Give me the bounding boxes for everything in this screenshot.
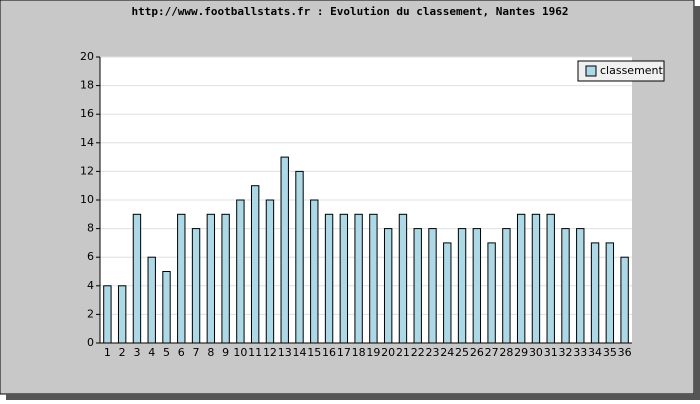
- bar: [487, 242, 496, 344]
- x-tick-label: 18: [352, 346, 366, 359]
- bar: [369, 213, 378, 344]
- bar: [516, 213, 526, 344]
- x-tick-label: 4: [148, 346, 155, 359]
- bar: [502, 228, 511, 344]
- x-tick-label: 22: [411, 346, 425, 359]
- y-tick-label: 16: [80, 107, 94, 120]
- x-tick-label: 28: [499, 346, 513, 359]
- bar: [324, 213, 334, 344]
- bar: [265, 199, 275, 344]
- x-tick-label: 21: [396, 346, 410, 359]
- legend-box: [577, 60, 665, 82]
- x-tick-label: 36: [618, 346, 632, 359]
- y-tick-label: 2: [87, 307, 94, 320]
- y-tick-label: 0: [87, 336, 94, 349]
- x-tick-label: 32: [559, 346, 573, 359]
- bar: [457, 228, 467, 344]
- legend-label: classement: [600, 64, 664, 77]
- y-tick-label: 8: [87, 222, 94, 235]
- bar: [177, 213, 186, 344]
- bar: [250, 185, 260, 344]
- bar: [546, 213, 555, 344]
- x-tick-label: 20: [381, 346, 395, 359]
- x-tick-label: 23: [426, 346, 440, 359]
- legend: [577, 60, 665, 82]
- bar: [295, 170, 304, 344]
- x-tick-label: 25: [455, 346, 469, 359]
- x-tick-label: 11: [248, 346, 262, 359]
- bar: [147, 256, 156, 344]
- x-tick-label: 6: [178, 346, 185, 359]
- bar: [236, 199, 245, 344]
- x-tick-label: 34: [588, 346, 602, 359]
- y-tick-label: 18: [80, 79, 94, 92]
- bar: [561, 228, 570, 344]
- y-tick-label: 6: [87, 250, 94, 263]
- bar: [428, 228, 437, 344]
- x-tick-label: 17: [337, 346, 351, 359]
- y-tick-label: 12: [80, 164, 94, 177]
- x-tick-label: 24: [440, 346, 454, 359]
- bar: [443, 242, 452, 344]
- bar: [472, 228, 482, 344]
- bar: [206, 213, 216, 344]
- x-tick-label: 5: [163, 346, 170, 359]
- bar: [605, 242, 615, 344]
- x-tick-label: 33: [573, 346, 587, 359]
- x-tick-label: 35: [603, 346, 617, 359]
- shadow: [694, 6, 700, 400]
- x-tick-label: 15: [307, 346, 321, 359]
- x-tick-label: 8: [207, 346, 214, 359]
- chart-title: http://www.footballstats.fr : Evolution …: [131, 5, 568, 18]
- bar: [620, 256, 629, 344]
- bar: [576, 228, 585, 344]
- y-tick-label: 10: [80, 193, 94, 206]
- x-tick-label: 1: [104, 346, 111, 359]
- x-tick-label: 14: [293, 346, 307, 359]
- x-tick-label: 2: [119, 346, 126, 359]
- bar: [280, 156, 289, 344]
- legend-swatch: [585, 65, 597, 77]
- bar: [103, 285, 112, 344]
- x-tick-label: 27: [485, 346, 499, 359]
- bar: [191, 228, 201, 344]
- x-tick-label: 13: [278, 346, 292, 359]
- x-tick-label: 29: [514, 346, 528, 359]
- bar: [132, 213, 142, 344]
- bar: [339, 213, 349, 344]
- bar: [310, 199, 319, 344]
- bar: [221, 213, 230, 344]
- x-tick-label: 19: [366, 346, 380, 359]
- bar: [354, 213, 363, 344]
- x-tick-label: 9: [222, 346, 229, 359]
- x-tick-label: 12: [263, 346, 277, 359]
- x-tick-label: 10: [233, 346, 247, 359]
- x-tick-label: 26: [470, 346, 484, 359]
- bar: [117, 285, 127, 344]
- x-tick-label: 16: [322, 346, 336, 359]
- x-tick-label: 31: [544, 346, 558, 359]
- shadow: [6, 394, 700, 400]
- y-tick-label: 20: [80, 50, 94, 63]
- bar: [398, 213, 408, 344]
- y-tick-label: 14: [80, 136, 94, 149]
- bar: [162, 271, 171, 344]
- bar: [383, 228, 393, 344]
- bar: [590, 242, 600, 344]
- x-tick-label: 7: [193, 346, 200, 359]
- bar: [531, 213, 541, 344]
- y-tick-label: 4: [87, 279, 94, 292]
- x-tick-label: 3: [133, 346, 140, 359]
- bar: [413, 228, 422, 344]
- x-tick-label: 30: [529, 346, 543, 359]
